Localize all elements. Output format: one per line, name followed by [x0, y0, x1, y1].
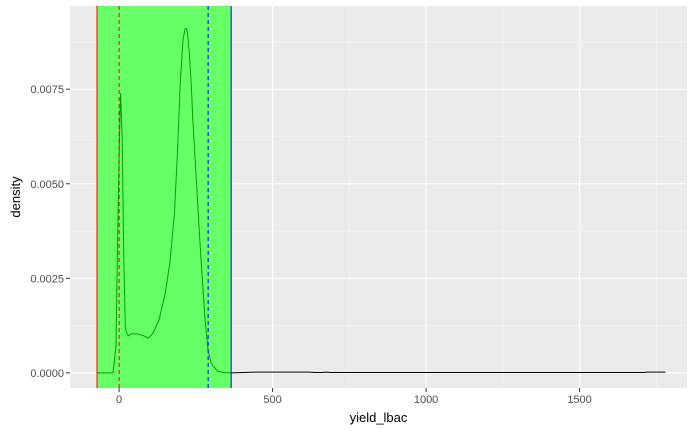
x-tick-label: 500: [263, 394, 281, 406]
x-tick-label: 0: [116, 394, 122, 406]
y-axis-title: density: [8, 176, 23, 218]
x-tick-label: 1000: [414, 394, 438, 406]
density-line-0: [97, 28, 232, 374]
density-line-1: [231, 371, 666, 374]
highlight-region: [97, 6, 232, 388]
x-axis-title: yield_lbac: [350, 410, 408, 425]
series-layer: [97, 28, 666, 374]
y-tick-label: 0.0000: [30, 368, 64, 380]
reference-lines: [96, 6, 232, 388]
x-axis: 0 500 1000 1500: [116, 388, 592, 406]
y-tick-label: 0.0075: [30, 84, 64, 96]
y-axis: 0.0000 0.0025 0.0050 0.0075: [30, 84, 70, 380]
y-tick-label: 0.0025: [30, 273, 64, 285]
y-tick-label: 0.0050: [30, 179, 64, 191]
x-tick-label: 1500: [567, 394, 591, 406]
